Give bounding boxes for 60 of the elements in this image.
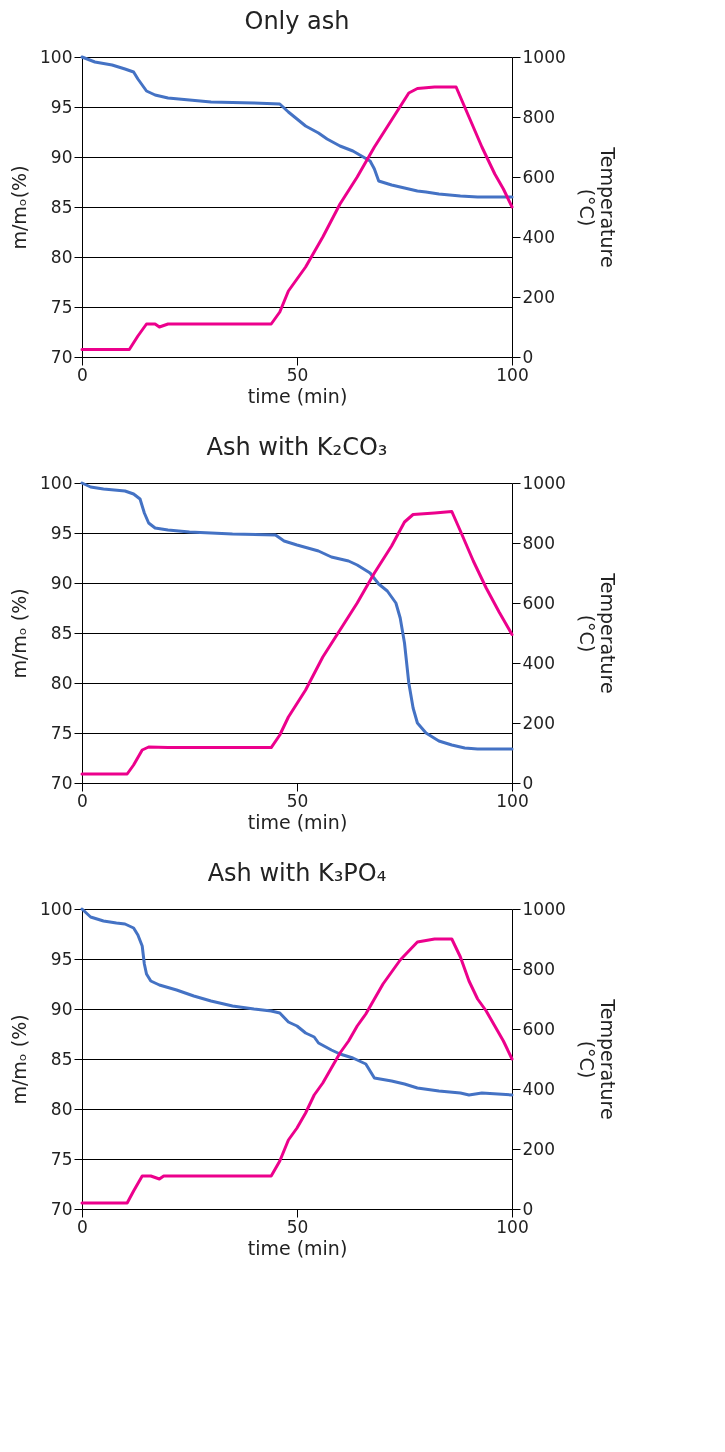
y-tick-label: 75 (50, 1148, 73, 1169)
y-tick-label: 100 (40, 46, 73, 67)
x-tick-label: 0 (77, 790, 88, 811)
y-axis-title: m/mₒ(%) (8, 165, 31, 250)
y-tick-label: 100 (40, 472, 73, 493)
y-tick-label: 75 (50, 722, 73, 743)
y-tick-label: 85 (50, 622, 73, 643)
y-tick-label: 100 (40, 898, 73, 919)
y2-tick-label: 600 (522, 592, 555, 613)
y-tick-label: 80 (50, 672, 73, 693)
y-tick-label: 95 (50, 948, 73, 969)
y-tick-label: 95 (50, 522, 73, 543)
y-tick-label: 85 (50, 196, 73, 217)
y2-tick-label: 200 (522, 286, 555, 307)
y-tick-label: 85 (50, 1048, 73, 1069)
x-tick-label: 100 (496, 1216, 529, 1237)
x-axis-title: time (min) (247, 1236, 348, 1259)
y-axis-title: m/mₒ (%) (8, 1014, 31, 1105)
y-tick-label: 90 (50, 998, 73, 1019)
y2-tick-label: 1000 (522, 472, 566, 493)
y2-tick-label: 800 (522, 532, 555, 553)
y-tick-label: 80 (50, 246, 73, 267)
y2-tick-label: 0 (522, 346, 534, 367)
y2-tick-label: 0 (522, 1198, 534, 1219)
chart-title: Ash with K₃PO₄ (207, 859, 387, 887)
y-tick-label: 70 (50, 772, 73, 793)
y-tick-label: 95 (50, 96, 73, 117)
y2-tick-label: 1000 (522, 46, 566, 67)
y2-axis-title: Temperature (°C) (575, 998, 619, 1120)
x-tick-label: 100 (496, 364, 529, 385)
x-tick-label: 0 (77, 364, 88, 385)
y-tick-label: 90 (50, 572, 73, 593)
x-axis-title: time (min) (247, 384, 348, 407)
y2-tick-label: 200 (522, 712, 555, 733)
y-tick-label: 75 (50, 296, 73, 317)
x-tick-label: 0 (77, 1216, 88, 1237)
y-axis-title: m/mₒ (%) (8, 588, 31, 679)
chart-title: Ash with K₂CO₃ (206, 433, 388, 461)
y2-tick-label: 400 (522, 1078, 555, 1099)
x-axis-title: time (min) (247, 810, 348, 833)
y2-tick-label: 800 (522, 106, 555, 127)
x-tick-label: 50 (286, 790, 309, 811)
y2-tick-label: 0 (522, 772, 534, 793)
chart-title: Only ash (244, 7, 350, 35)
y2-tick-label: 600 (522, 166, 555, 187)
y2-tick-label: 400 (522, 226, 555, 247)
y2-tick-label: 200 (522, 1138, 555, 1159)
y-tick-label: 70 (50, 1198, 73, 1219)
y2-tick-label: 600 (522, 1018, 555, 1039)
x-tick-label: 100 (496, 790, 529, 811)
y-tick-label: 80 (50, 1098, 73, 1119)
y-tick-label: 70 (50, 346, 73, 367)
y2-axis-title: Temperature (°C) (575, 572, 619, 694)
x-tick-label: 50 (286, 364, 309, 385)
y2-tick-label: 400 (522, 652, 555, 673)
x-tick-label: 50 (286, 1216, 309, 1237)
y2-tick-label: 800 (522, 958, 555, 979)
y2-tick-label: 1000 (522, 898, 566, 919)
y-tick-label: 90 (50, 146, 73, 167)
y2-axis-title: Temperature (°C) (575, 146, 619, 268)
